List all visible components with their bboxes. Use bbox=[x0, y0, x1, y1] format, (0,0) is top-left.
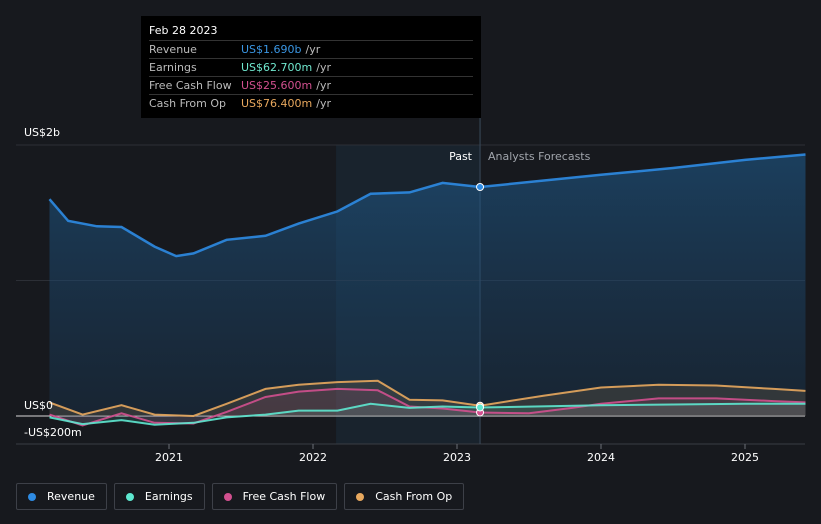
series-line-forecast-free-cash-flow bbox=[479, 397, 806, 415]
series-line-forecast-cash-from-op bbox=[479, 383, 806, 407]
series-area-free-cash-flow bbox=[49, 388, 806, 426]
x-tick-label: 2023 bbox=[443, 451, 471, 464]
x-tick-label: 2022 bbox=[299, 451, 327, 464]
tooltip-row-earnings: Earnings US$62.700m /yr bbox=[149, 58, 473, 76]
x-tick-label: 2024 bbox=[587, 451, 615, 464]
series-line-forecast-revenue bbox=[479, 153, 806, 189]
series-line-past-revenue bbox=[48, 181, 481, 258]
tooltip-value: US$1.690b bbox=[241, 43, 302, 56]
legend-label: Earnings bbox=[144, 490, 193, 503]
current-point-earnings[interactable] bbox=[476, 403, 485, 412]
series-line-forecast-earnings bbox=[479, 402, 806, 409]
tooltip-row-revenue: Revenue US$1.690b /yr bbox=[149, 40, 473, 58]
y-tick-label: -US$200m bbox=[24, 426, 82, 439]
forecast-label: Analysts Forecasts bbox=[488, 150, 591, 163]
tooltip-label: Revenue bbox=[149, 43, 197, 56]
x-tick-label: 2025 bbox=[731, 451, 759, 464]
legend-item-revenue[interactable]: Revenue bbox=[16, 483, 107, 510]
current-point-revenue[interactable] bbox=[476, 183, 485, 192]
past-label: Past bbox=[449, 150, 472, 163]
y-tick-label: US$2b bbox=[24, 126, 61, 139]
tooltip-unit: /yr bbox=[316, 97, 331, 110]
data-tooltip: Feb 28 2023 Revenue US$1.690b /yr Earnin… bbox=[141, 16, 481, 118]
legend-label: Cash From Op bbox=[375, 490, 453, 503]
tooltip-row-cash-from-op: Cash From Op US$76.400m /yr bbox=[149, 94, 473, 112]
tooltip-value: US$76.400m bbox=[241, 97, 313, 110]
chart-legend: Revenue Earnings Free Cash Flow Cash Fro… bbox=[16, 483, 465, 510]
legend-dot-icon bbox=[223, 492, 232, 501]
tooltip-unit: /yr bbox=[316, 61, 331, 74]
tooltip-row-free-cash-flow: Free Cash Flow US$25.600m /yr bbox=[149, 76, 473, 94]
tooltip-label: Free Cash Flow bbox=[149, 79, 232, 92]
legend-item-earnings[interactable]: Earnings bbox=[113, 483, 205, 510]
y-tick-label: US$0 bbox=[24, 399, 54, 412]
tooltip-value: US$62.700m bbox=[241, 61, 313, 74]
tooltip-label: Earnings bbox=[149, 61, 197, 74]
series-line-past-earnings bbox=[49, 402, 481, 426]
tooltip-value: US$25.600m bbox=[241, 79, 313, 92]
series-line-past-cash-from-op bbox=[49, 379, 481, 418]
series-line-past-free-cash-flow bbox=[49, 387, 481, 427]
tooltip-unit: /yr bbox=[305, 43, 321, 56]
legend-dot-icon bbox=[28, 492, 36, 501]
legend-label: Revenue bbox=[47, 490, 95, 503]
legend-dot-icon bbox=[125, 492, 134, 501]
x-tick-label: 2021 bbox=[155, 451, 183, 464]
legend-item-cash-from-op[interactable]: Cash From Op bbox=[344, 483, 465, 510]
series-area-revenue bbox=[49, 154, 806, 416]
tooltip-label: Cash From Op bbox=[149, 97, 227, 110]
tooltip-date: Feb 28 2023 bbox=[149, 24, 218, 37]
series-area-earnings bbox=[49, 403, 806, 425]
legend-dot-icon bbox=[356, 492, 365, 501]
legend-item-free-cash-flow[interactable]: Free Cash Flow bbox=[211, 483, 338, 510]
tooltip-unit: /yr bbox=[316, 79, 331, 92]
legend-label: Free Cash Flow bbox=[242, 490, 326, 503]
